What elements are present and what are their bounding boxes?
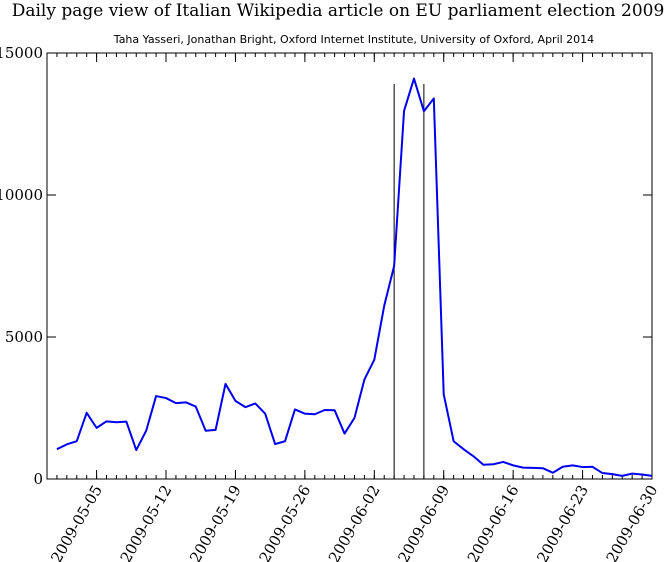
x-tick-label: 2009-06-16 — [464, 482, 523, 562]
x-tick-label: 2009-06-09 — [394, 482, 453, 562]
y-axis-labels: 0 5000 10000 15000 — [0, 44, 43, 488]
chart-subtitle: Taha Yasseri, Jonathan Bright, Oxford In… — [113, 33, 594, 46]
chart-title: Daily page view of Italian Wikipedia art… — [12, 1, 665, 21]
axis-ticks — [47, 52, 653, 480]
plot-frame — [46, 52, 653, 480]
y-tick-label: 5000 — [5, 328, 43, 346]
x-tick-label: 2009-05-12 — [117, 482, 176, 562]
x-tick-label: 2009-05-19 — [186, 482, 245, 562]
x-tick-label: 2009-05-26 — [256, 482, 315, 562]
y-tick-label: 10000 — [0, 186, 43, 204]
y-tick-label: 15000 — [0, 44, 43, 62]
series-line — [56, 77, 653, 477]
x-tick-label: 2009-05-05 — [47, 482, 106, 562]
y-tick-label: 0 — [33, 470, 43, 488]
x-tick-label: 2009-06-02 — [325, 482, 384, 562]
x-axis-labels: 2009-05-05 2009-05-12 2009-05-19 2009-05-26… — [47, 482, 661, 562]
x-tick-label: 2009-06-23 — [533, 482, 592, 562]
x-tick-label: 2009-06-30 — [603, 482, 662, 562]
event-lines — [393, 84, 425, 479]
